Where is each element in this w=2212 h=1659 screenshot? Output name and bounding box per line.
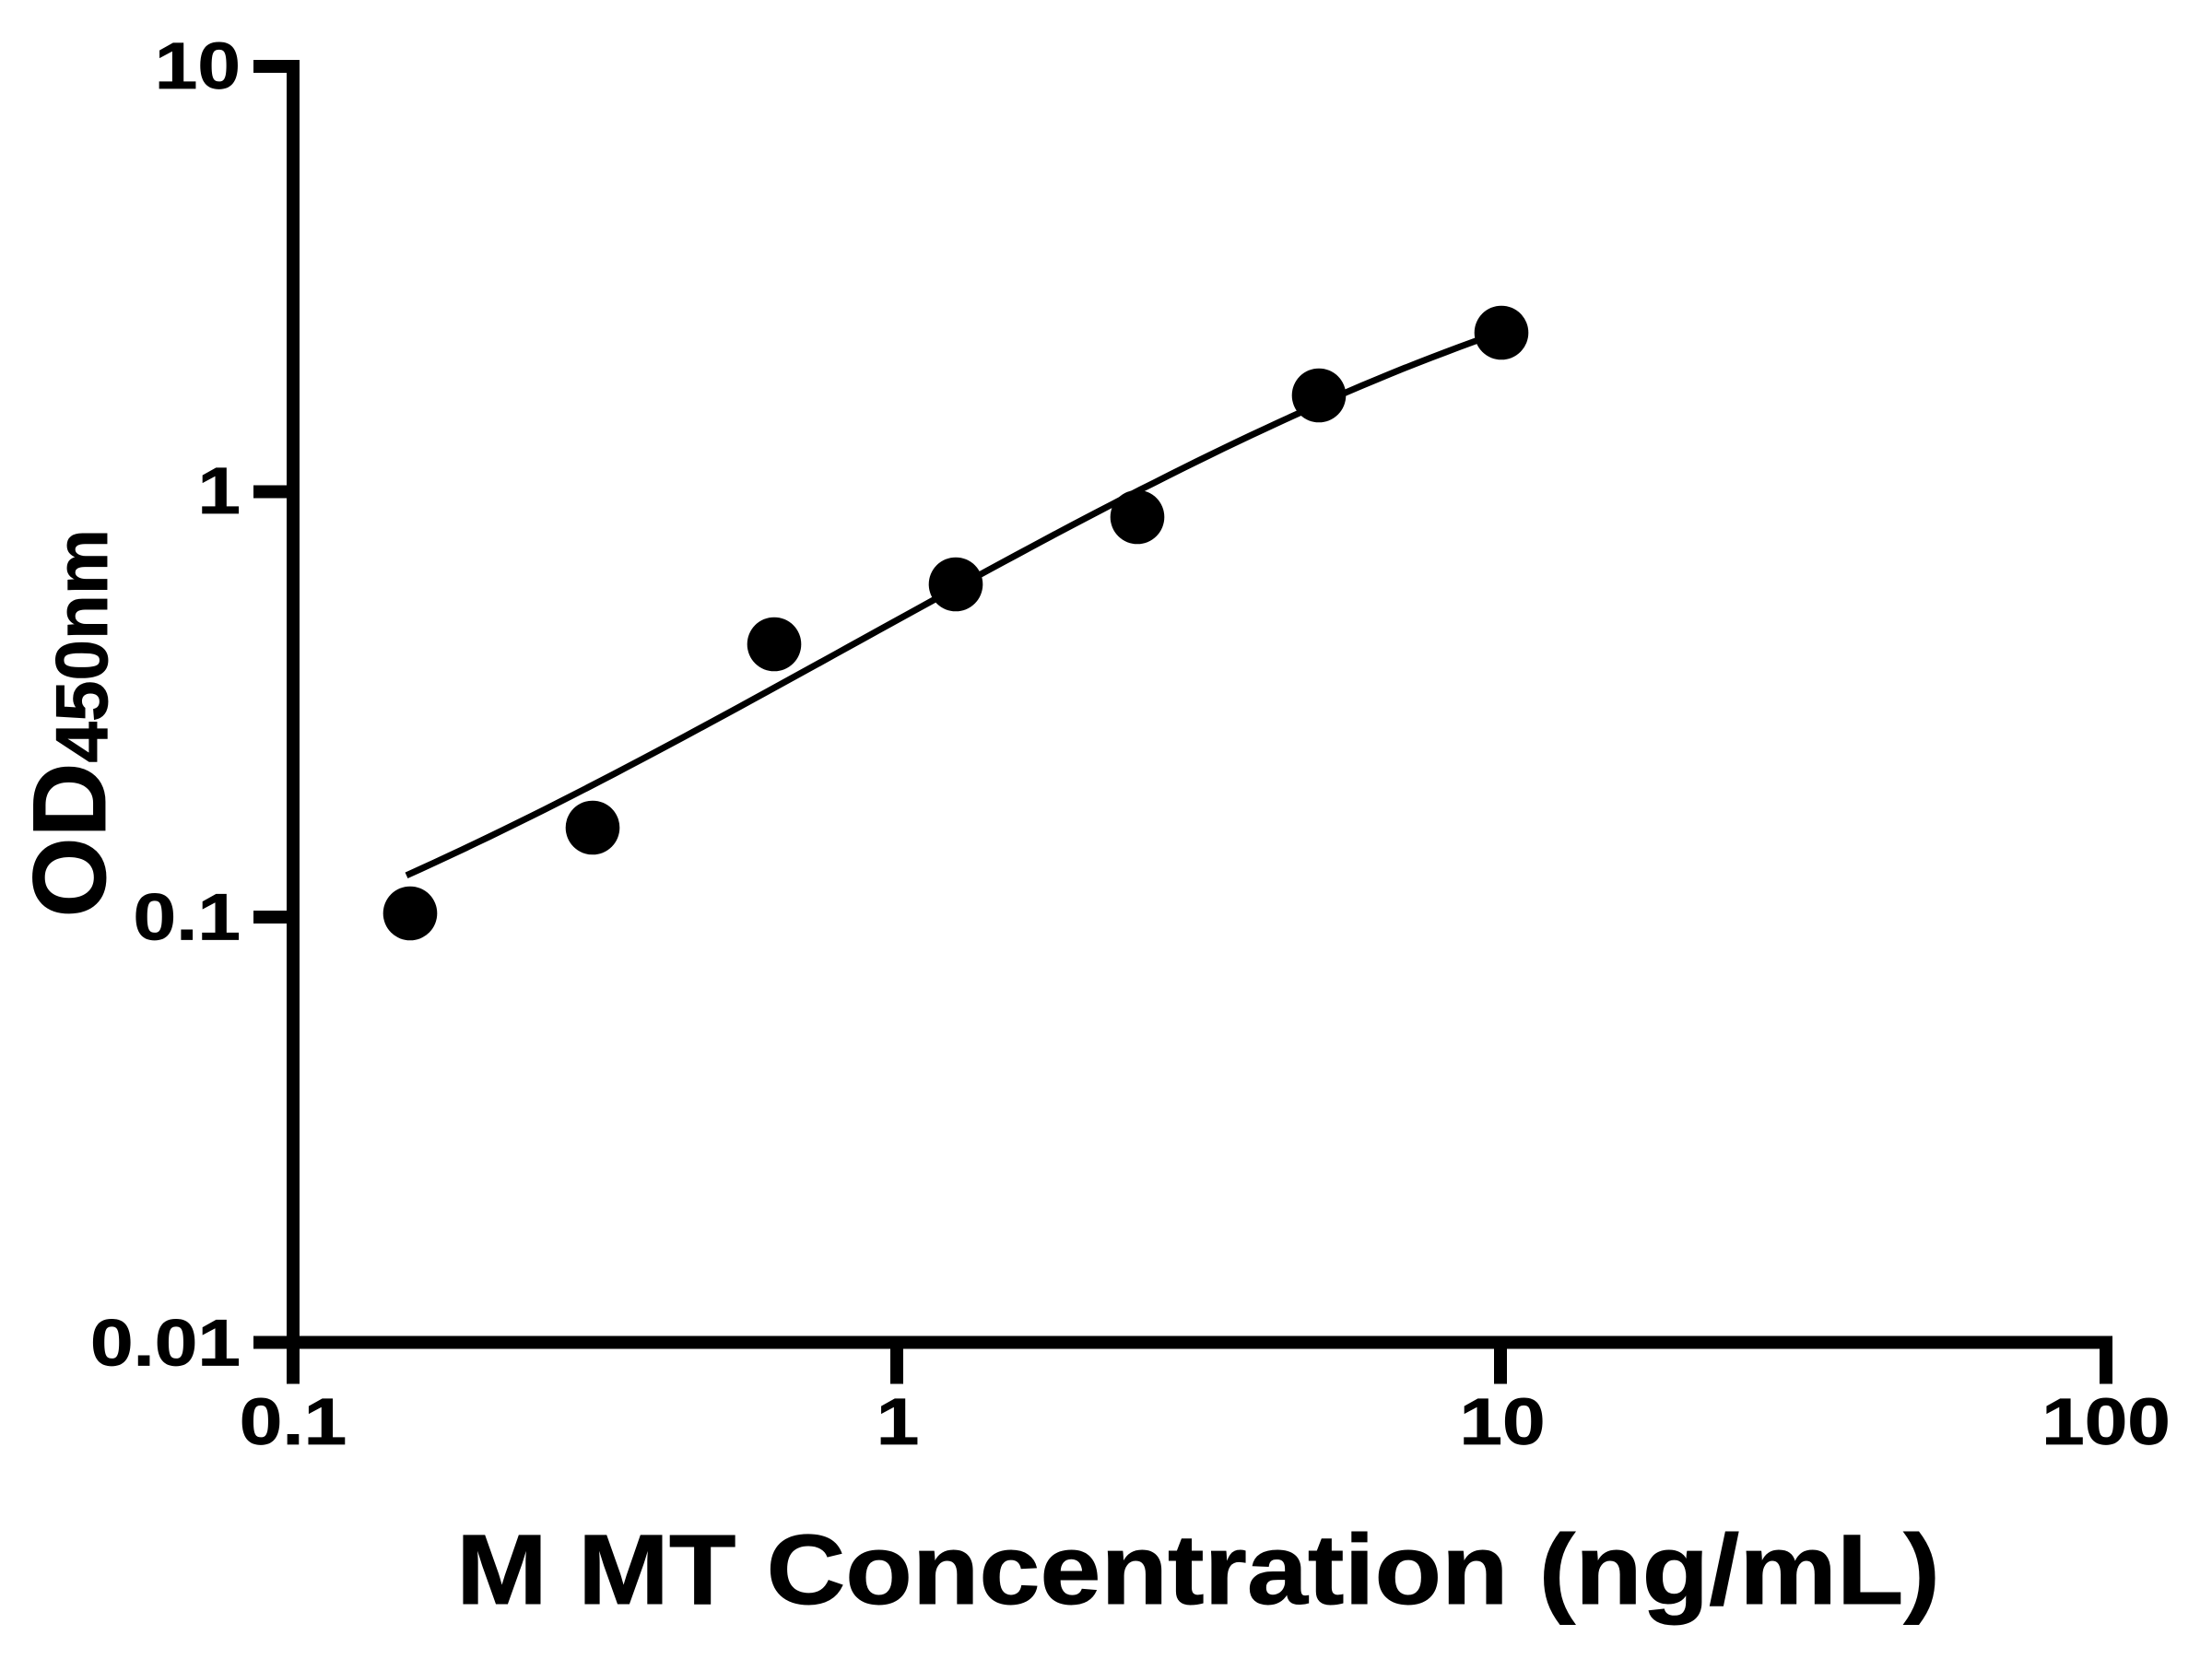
svg-text:0.1: 0.1 bbox=[134, 881, 241, 954]
svg-text:OD450nm: OD450nm bbox=[12, 529, 127, 917]
svg-text:10: 10 bbox=[155, 30, 241, 103]
svg-text:0.1: 0.1 bbox=[240, 1386, 347, 1459]
svg-text:M MT Concentration (ng/mL): M MT Concentration (ng/mL) bbox=[456, 1514, 1940, 1626]
svg-text:100: 100 bbox=[2041, 1386, 2171, 1459]
svg-text:10: 10 bbox=[1459, 1386, 1545, 1459]
svg-text:1: 1 bbox=[877, 1386, 920, 1459]
svg-text:1: 1 bbox=[197, 455, 241, 528]
svg-text:0.01: 0.01 bbox=[90, 1307, 241, 1380]
